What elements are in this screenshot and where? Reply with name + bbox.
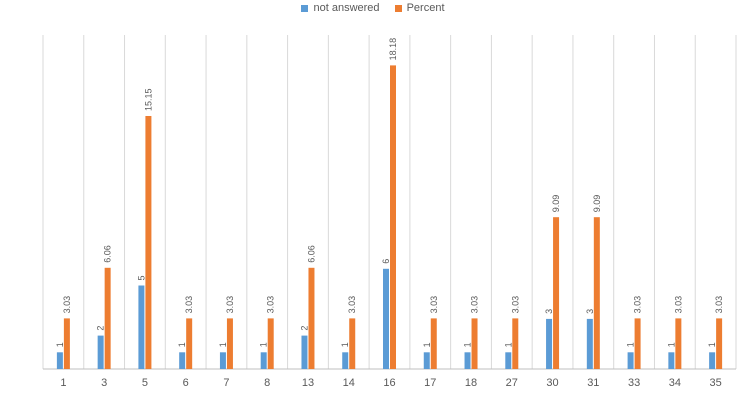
data-label-percent: 9.09 bbox=[592, 195, 602, 213]
bar-percent bbox=[63, 318, 70, 369]
bar-percent bbox=[349, 318, 356, 369]
bar-not-answered bbox=[56, 352, 63, 369]
data-label-not-answered: 5 bbox=[136, 275, 146, 280]
data-label-not-answered: 1 bbox=[707, 342, 717, 347]
bar-percent bbox=[308, 267, 315, 369]
data-label-percent: 3.03 bbox=[633, 296, 643, 314]
data-label-not-answered: 6 bbox=[381, 259, 391, 264]
bar-percent bbox=[226, 318, 233, 369]
bar-not-answered bbox=[546, 318, 553, 369]
data-label-percent: 9.09 bbox=[551, 195, 561, 213]
data-label-percent: 3.03 bbox=[429, 296, 439, 314]
data-label-percent: 3.03 bbox=[673, 296, 683, 314]
bar-percent bbox=[145, 115, 152, 370]
legend-item-percent: Percent bbox=[394, 2, 445, 14]
legend-label-not-answered: not answered bbox=[313, 2, 380, 14]
x-tick-label: 1 bbox=[60, 377, 66, 389]
bar-not-answered bbox=[586, 318, 593, 369]
bar-not-answered bbox=[668, 352, 675, 369]
x-tick-label: 8 bbox=[264, 377, 270, 389]
legend: not answered Percent bbox=[0, 2, 746, 15]
bar-percent bbox=[512, 318, 519, 369]
x-tick-label: 16 bbox=[383, 377, 395, 389]
bar-percent bbox=[716, 318, 723, 369]
bar-percent bbox=[267, 318, 274, 369]
x-tick-label: 18 bbox=[465, 377, 477, 389]
data-label-percent: 18.18 bbox=[388, 38, 398, 61]
data-label-not-answered: 3 bbox=[544, 309, 554, 314]
bar-percent bbox=[390, 65, 396, 370]
legend-swatch-not-answered bbox=[301, 4, 309, 12]
x-tick-label: 13 bbox=[302, 377, 314, 389]
data-label-percent: 3.03 bbox=[510, 296, 520, 314]
x-tick-label: 33 bbox=[628, 377, 640, 389]
data-label-not-answered: 1 bbox=[503, 342, 513, 347]
data-label-not-answered: 2 bbox=[96, 326, 106, 331]
x-tick-label: 30 bbox=[546, 377, 558, 389]
bar-not-answered bbox=[464, 352, 471, 369]
x-tick-label: 27 bbox=[506, 377, 518, 389]
data-label-not-answered: 1 bbox=[177, 342, 187, 347]
x-tick-label: 34 bbox=[669, 377, 681, 389]
bar-not-answered bbox=[505, 352, 512, 369]
bar-not-answered bbox=[627, 352, 634, 369]
bar-percent bbox=[104, 267, 111, 369]
x-tick-label: 6 bbox=[183, 377, 189, 389]
data-label-not-answered: 1 bbox=[626, 342, 636, 347]
bar-not-answered bbox=[219, 352, 226, 369]
data-label-percent: 3.03 bbox=[470, 296, 480, 314]
data-label-percent: 6.06 bbox=[103, 245, 113, 263]
bar-percent bbox=[553, 217, 560, 369]
x-tick-label: 5 bbox=[142, 377, 148, 389]
data-label-not-answered: 1 bbox=[259, 342, 269, 347]
data-label-percent: 3.03 bbox=[184, 296, 194, 314]
data-label-not-answered: 1 bbox=[218, 342, 228, 347]
data-label-not-answered: 1 bbox=[340, 342, 350, 347]
x-tick-label: 17 bbox=[424, 377, 436, 389]
data-label-not-answered: 3 bbox=[585, 309, 595, 314]
data-label-percent: 3.03 bbox=[225, 296, 235, 314]
bar-not-answered bbox=[260, 352, 267, 369]
legend-swatch-percent bbox=[394, 4, 402, 12]
bar-not-answered bbox=[423, 352, 430, 369]
data-label-percent: 3.03 bbox=[347, 296, 357, 314]
bar-not-answered bbox=[97, 335, 104, 369]
data-label-not-answered: 1 bbox=[666, 342, 676, 347]
x-tick-label: 31 bbox=[587, 377, 599, 389]
x-tick-label: 14 bbox=[343, 377, 355, 389]
data-label-not-answered: 1 bbox=[422, 342, 432, 347]
bar-not-answered bbox=[301, 335, 308, 369]
bar-not-answered bbox=[179, 352, 186, 369]
bar-not-answered bbox=[342, 352, 349, 369]
data-label-percent: 3.03 bbox=[266, 296, 276, 314]
legend-item-not-answered: not answered bbox=[301, 2, 380, 14]
bar-percent bbox=[186, 318, 193, 369]
data-label-percent: 3.03 bbox=[714, 296, 724, 314]
x-tick-label: 7 bbox=[223, 377, 229, 389]
bar-percent bbox=[471, 318, 478, 369]
data-label-not-answered: 1 bbox=[55, 342, 65, 347]
bar-not-answered bbox=[383, 268, 389, 369]
bar-percent bbox=[430, 318, 437, 369]
bar-percent bbox=[634, 318, 641, 369]
x-tick-label: 35 bbox=[709, 377, 721, 389]
legend-label-percent: Percent bbox=[406, 2, 445, 14]
bar-not-answered bbox=[709, 352, 716, 369]
bar-percent bbox=[593, 217, 600, 369]
bar-percent bbox=[675, 318, 682, 369]
data-label-percent: 15.15 bbox=[143, 88, 153, 111]
bar-not-answered bbox=[138, 285, 145, 369]
data-label-not-answered: 1 bbox=[463, 342, 473, 347]
data-label-percent: 3.03 bbox=[62, 296, 72, 314]
data-label-not-answered: 2 bbox=[299, 326, 309, 331]
data-label-percent: 6.06 bbox=[306, 245, 316, 263]
x-tick-label: 3 bbox=[101, 377, 107, 389]
